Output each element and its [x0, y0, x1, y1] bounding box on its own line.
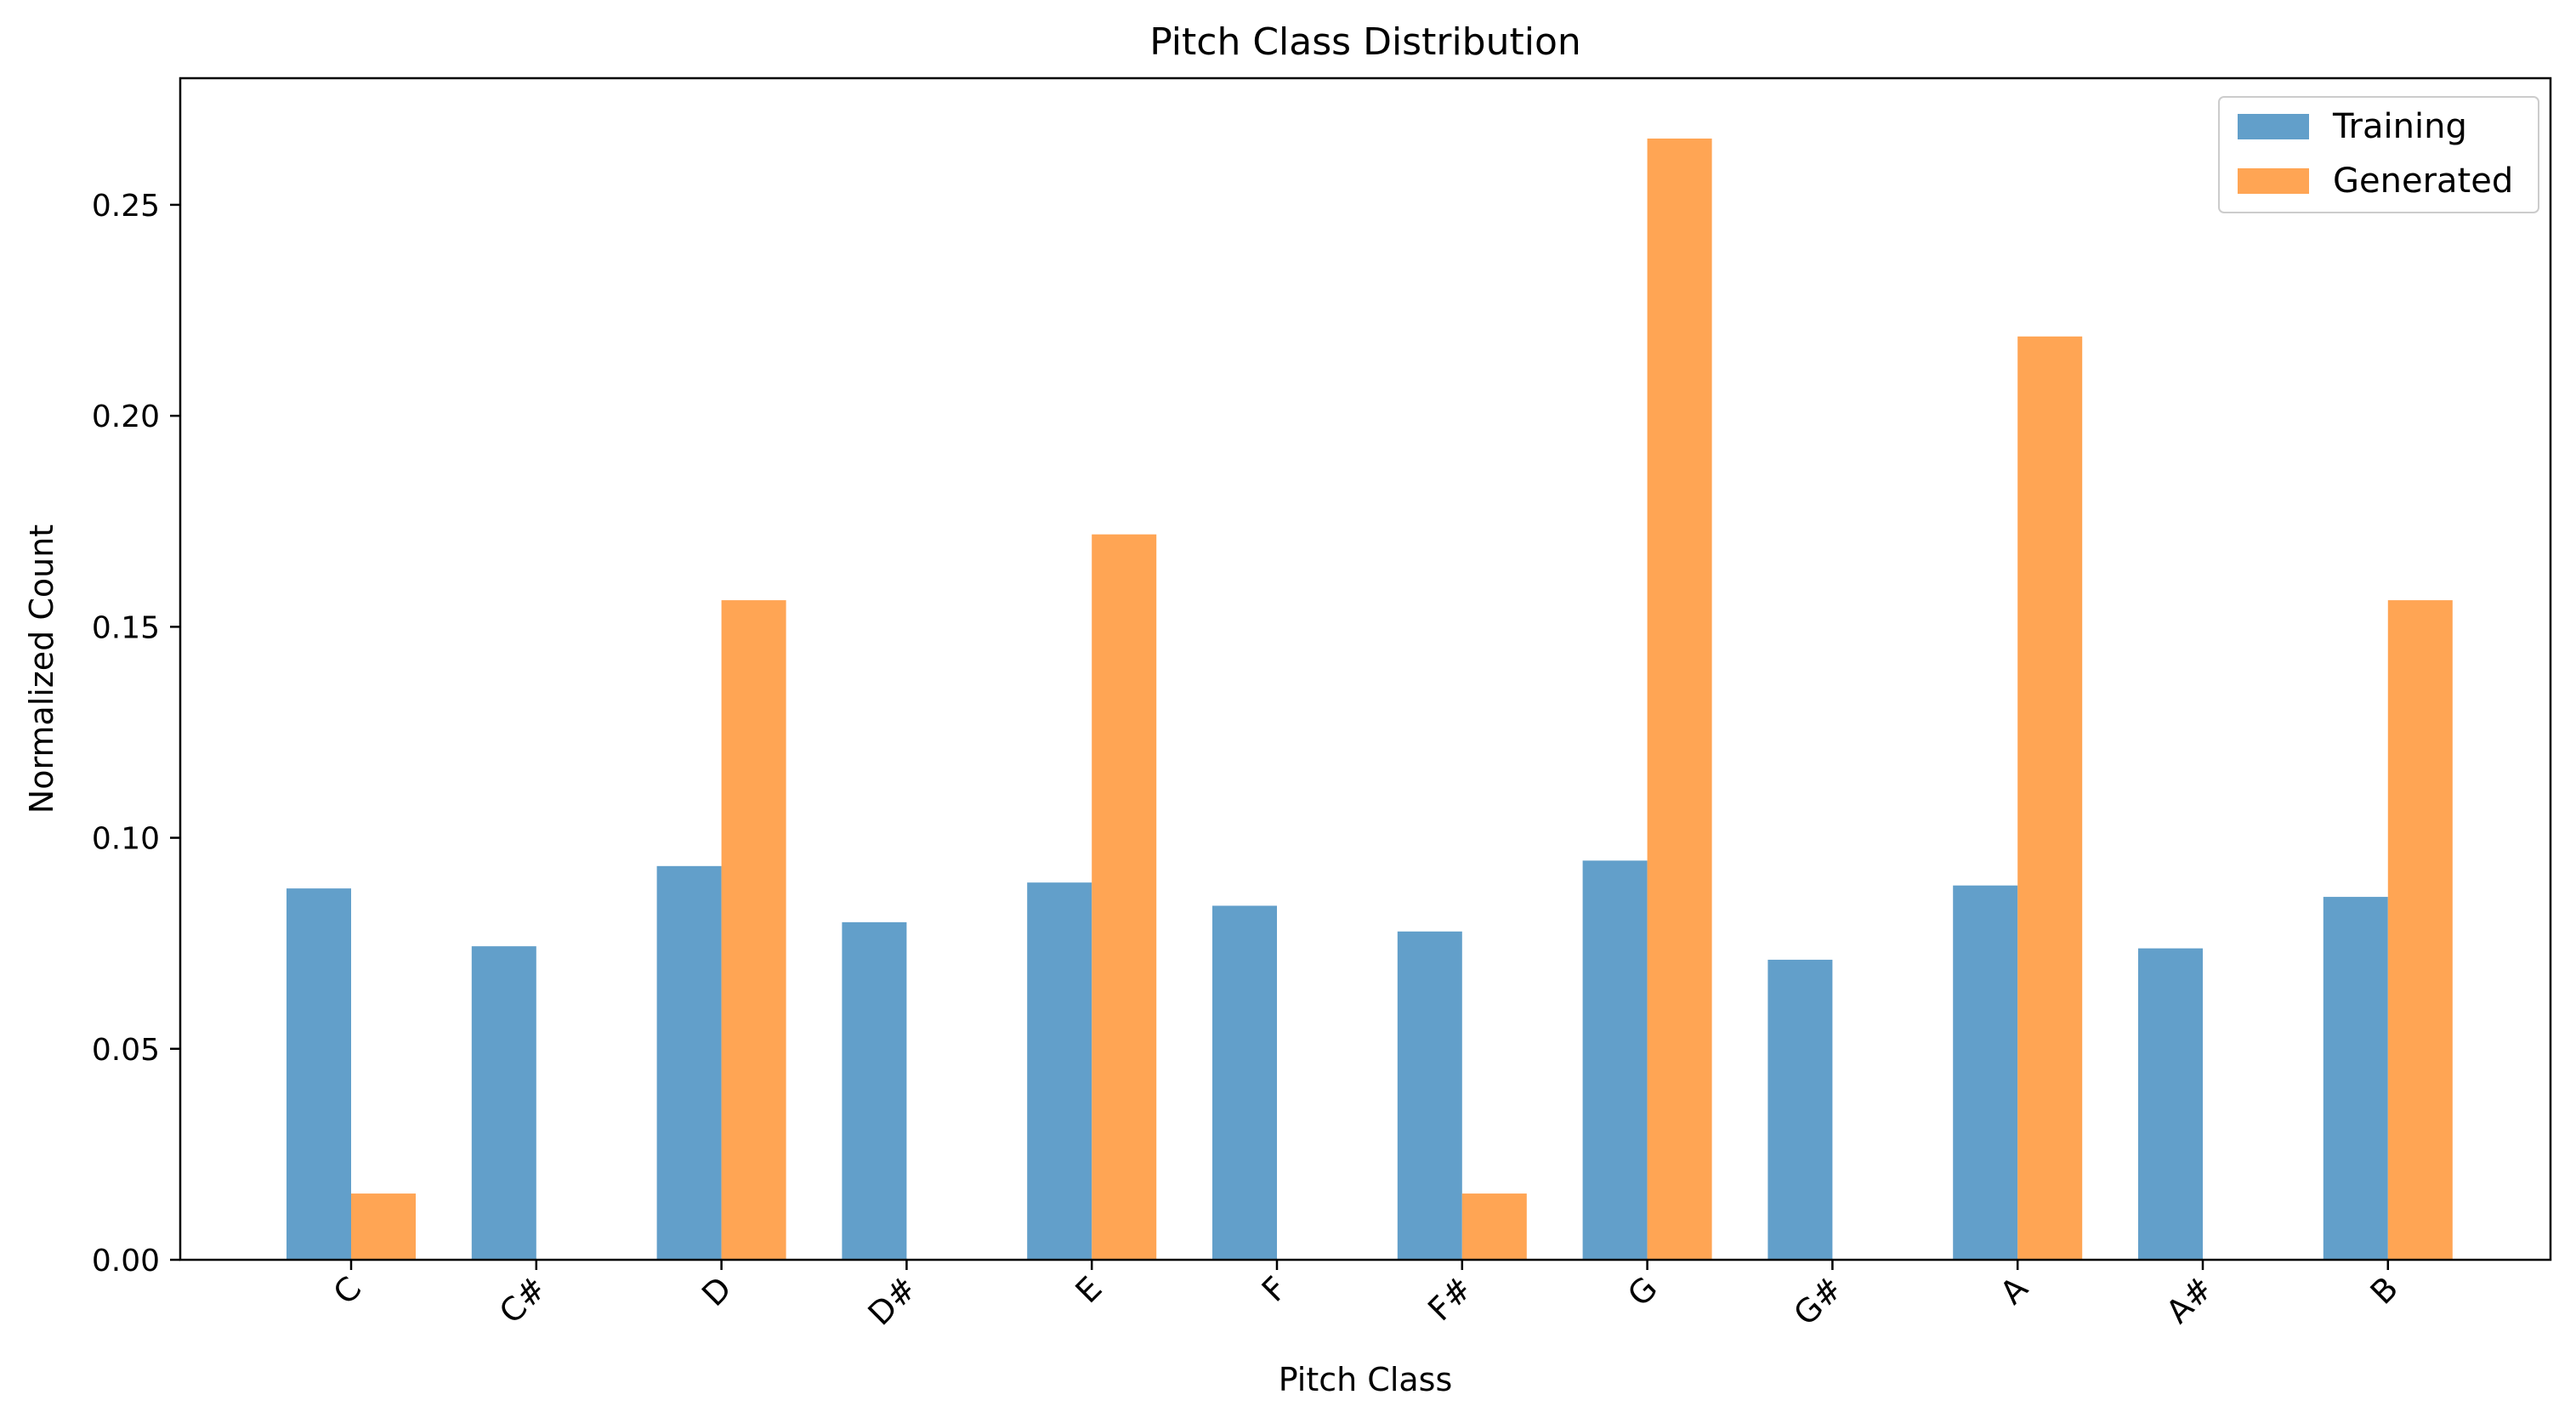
y-axis-label: Normalized Count	[23, 524, 60, 814]
legend-swatch-training	[2238, 114, 2309, 139]
bar-training-c-sharp	[471, 946, 536, 1260]
bar-generated-c	[351, 1193, 416, 1260]
legend-label-generated: Generated	[2333, 162, 2513, 201]
x-tick-label-f: F	[1255, 1269, 1295, 1309]
x-tick-label-d: D	[695, 1269, 739, 1313]
bar-training-d	[656, 865, 722, 1260]
y-axis-ticks: 0.00 0.05 0.10 0.15 0.20 0.25	[92, 189, 180, 1278]
bar-generated-b	[2387, 600, 2453, 1260]
x-axis-ticks: C C# D D# E F F# G G# A A# B	[326, 1260, 2405, 1333]
bar-training-a-sharp	[2138, 948, 2203, 1260]
bar-generated-d	[721, 600, 786, 1260]
y-tick-label: 0.15	[92, 610, 160, 645]
x-tick-label-e: E	[1068, 1269, 1109, 1310]
bar-training-a	[1953, 885, 2018, 1260]
y-tick-label: 0.20	[92, 400, 160, 434]
legend: Training Generated	[2218, 96, 2539, 213]
bar-training-d-sharp	[842, 921, 907, 1260]
bar-training-e	[1027, 882, 1092, 1260]
bar-training-c	[287, 888, 351, 1260]
legend-label-training: Training	[2332, 107, 2467, 146]
x-tick-label-g-sharp: G#	[1786, 1269, 1849, 1332]
legend-swatch-generated	[2238, 168, 2309, 194]
y-tick-label: 0.10	[92, 822, 160, 857]
y-tick-label: 0.00	[92, 1244, 160, 1278]
bar-generated-a	[2017, 336, 2083, 1260]
bar-training-g	[1582, 860, 1648, 1260]
bar-generated-f-sharp	[1461, 1193, 1527, 1260]
x-tick-label-c: C	[326, 1269, 368, 1312]
x-tick-label-d-sharp: D#	[860, 1269, 923, 1332]
x-tick-label-a-sharp: A#	[2159, 1269, 2220, 1330]
x-tick-label-f-sharp: F#	[1421, 1269, 1479, 1328]
x-tick-label-a: A	[1993, 1269, 2034, 1311]
y-tick-label: 0.25	[92, 189, 160, 224]
bar-generated-e	[1092, 534, 1157, 1260]
bar-training-b	[2323, 897, 2388, 1260]
plot-frame	[179, 77, 2552, 1261]
y-tick-label: 0.05	[92, 1033, 160, 1068]
bar-training-f-sharp	[1397, 931, 1462, 1260]
bars-group	[287, 138, 2453, 1261]
x-tick-label-g: G	[1620, 1269, 1665, 1313]
bar-training-g-sharp	[1767, 960, 1833, 1260]
x-tick-label-c-sharp: C#	[492, 1269, 553, 1330]
x-axis-label: Pitch Class	[1279, 1361, 1453, 1398]
chart-title: Pitch Class Distribution	[1149, 20, 1581, 64]
bar-training-f	[1212, 905, 1277, 1260]
x-tick-label-b: B	[2363, 1269, 2406, 1312]
bar-generated-g	[1647, 138, 1712, 1261]
